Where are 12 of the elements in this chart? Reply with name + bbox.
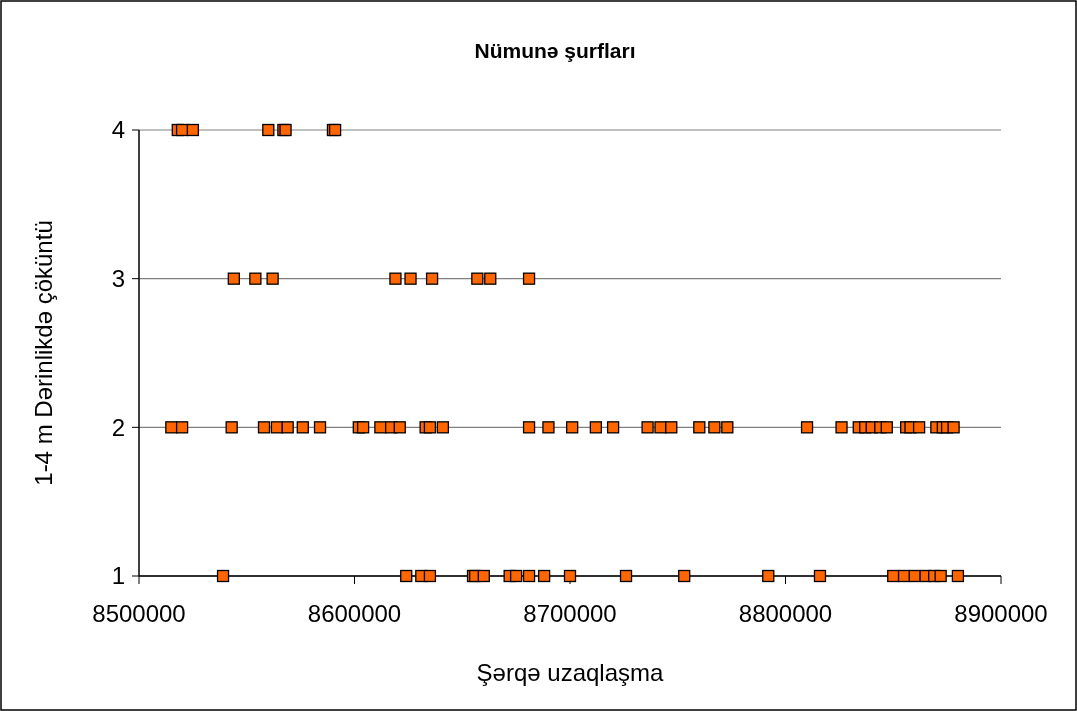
x-tick-label: 8800000 (738, 600, 833, 627)
y-tick-label: 2 (111, 413, 125, 441)
x-axis-title: Şərqə uzaqlaşma (476, 659, 665, 686)
x-tick-label: 8900000 (954, 600, 1048, 627)
x-tick-label: 8600000 (307, 600, 402, 627)
y-tick-label: 1 (111, 562, 125, 590)
y-axis-title: 1-4 m Dərinlikdə çöküntü (30, 220, 57, 486)
y-tick-label: 3 (111, 265, 125, 293)
x-tick-label: 8700000 (523, 600, 617, 627)
chart-title: Nümunə şurfları (474, 39, 636, 62)
x-tick-label: 8500000 (92, 600, 186, 627)
y-tick-label: 4 (111, 116, 125, 144)
